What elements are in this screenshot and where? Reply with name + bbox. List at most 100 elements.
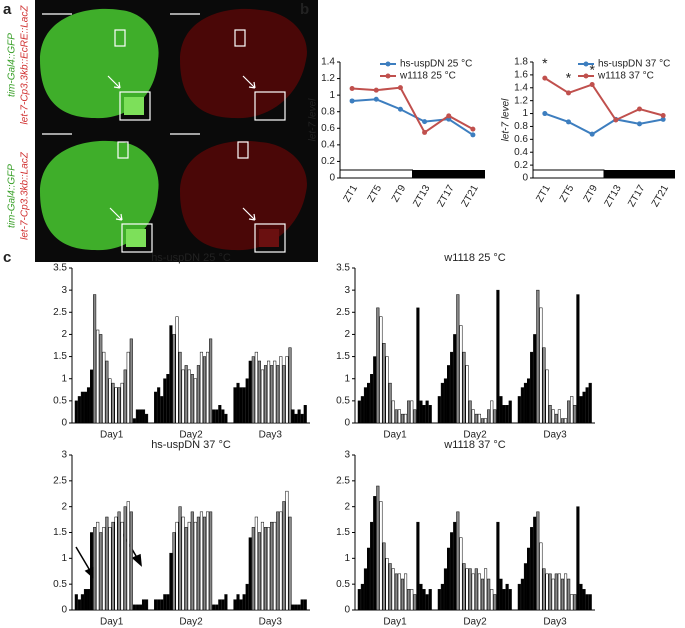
inset-red	[259, 229, 279, 247]
y-tick-label: 3	[61, 450, 67, 461]
y-tick-label: 1.4	[321, 57, 335, 68]
bar	[508, 400, 512, 424]
bar	[564, 418, 568, 424]
bar	[536, 511, 540, 611]
y-tick-label: 1	[344, 373, 350, 384]
bar	[267, 360, 271, 424]
bar	[141, 409, 146, 424]
bar	[190, 374, 194, 424]
bar	[99, 532, 103, 611]
bar	[437, 396, 441, 424]
bar	[221, 409, 225, 424]
bar	[267, 527, 271, 611]
bar	[196, 516, 200, 611]
bar	[404, 413, 408, 424]
bar	[181, 369, 185, 424]
bar	[154, 391, 158, 424]
bar	[397, 573, 401, 611]
legend-marker	[385, 61, 391, 67]
bar	[440, 583, 444, 611]
x-tick-label: Day2	[463, 430, 487, 441]
point	[397, 106, 403, 112]
bar	[477, 413, 481, 424]
bar	[285, 356, 289, 424]
bar	[465, 568, 469, 611]
y-tick-label: 1.6	[514, 70, 528, 81]
bar	[394, 409, 398, 424]
x-tick-label: ZT9	[582, 183, 601, 204]
y-tick-label: 2.5	[336, 307, 350, 318]
bar	[126, 351, 130, 424]
bar	[407, 400, 411, 424]
bar	[554, 573, 558, 611]
bar	[373, 496, 377, 611]
bar	[282, 365, 286, 424]
bar	[394, 573, 398, 611]
bar	[536, 289, 540, 424]
inset-boxes	[42, 13, 286, 253]
light-bar	[339, 169, 413, 179]
bar	[279, 356, 283, 424]
bar	[224, 594, 228, 611]
y-tick-label: 2	[344, 329, 350, 340]
bar	[236, 382, 240, 424]
chart-title: hs-uspDN 25 °C	[151, 252, 231, 264]
inset-green	[124, 97, 144, 115]
legend-marker	[385, 73, 391, 79]
y-tick-label: 3.5	[336, 263, 350, 274]
x-tick-label: ZT1	[534, 183, 553, 204]
y-tick-label: 1.8	[514, 57, 528, 68]
bar	[570, 396, 574, 424]
bar	[490, 400, 494, 424]
bar	[209, 511, 213, 611]
point	[373, 87, 379, 93]
bar	[480, 418, 485, 424]
bar	[548, 573, 552, 611]
bar	[157, 387, 161, 424]
y-tick-label: 2.5	[53, 307, 67, 318]
bar	[239, 599, 243, 611]
bar	[90, 369, 94, 424]
bar	[169, 552, 173, 611]
bar	[114, 516, 118, 611]
bar	[539, 307, 543, 424]
bar	[105, 360, 109, 424]
bar	[385, 558, 389, 611]
bar	[487, 578, 491, 611]
x-tick-label: Day3	[259, 617, 283, 628]
legend-label: hs-uspDN 25 °C	[400, 59, 472, 70]
bar	[218, 405, 222, 424]
y-axis-title: let-7 level	[308, 98, 319, 142]
legend-marker	[583, 61, 589, 67]
bar	[175, 316, 179, 424]
y-tick-label: 1.5	[53, 351, 67, 362]
y-tick-label: 2.5	[336, 475, 350, 486]
brain-green	[40, 8, 159, 119]
bar	[129, 338, 133, 424]
x-tick-label: Day1	[383, 617, 407, 628]
bar	[245, 583, 249, 611]
y-tick-label: 1.4	[514, 82, 528, 93]
bar	[440, 382, 444, 424]
bar	[102, 351, 106, 424]
bar	[80, 391, 84, 424]
bar	[251, 527, 255, 611]
bar	[145, 599, 149, 611]
bar	[523, 563, 528, 611]
point	[373, 96, 379, 102]
bar	[410, 400, 414, 424]
y-tick-label: 0.5	[53, 579, 67, 590]
bar	[450, 351, 454, 424]
point	[566, 119, 571, 125]
bar	[80, 594, 84, 611]
bar	[484, 568, 488, 611]
bar	[579, 583, 583, 611]
point	[349, 98, 355, 104]
bar	[193, 521, 197, 611]
y-tick-label: 0.5	[336, 579, 350, 590]
bar	[554, 413, 558, 424]
y-tick-label: 0.5	[53, 395, 67, 406]
series-line	[352, 86, 474, 134]
y-axis-title: let-7 level	[501, 98, 512, 142]
legend-label: w1118 37 °C	[597, 71, 654, 82]
